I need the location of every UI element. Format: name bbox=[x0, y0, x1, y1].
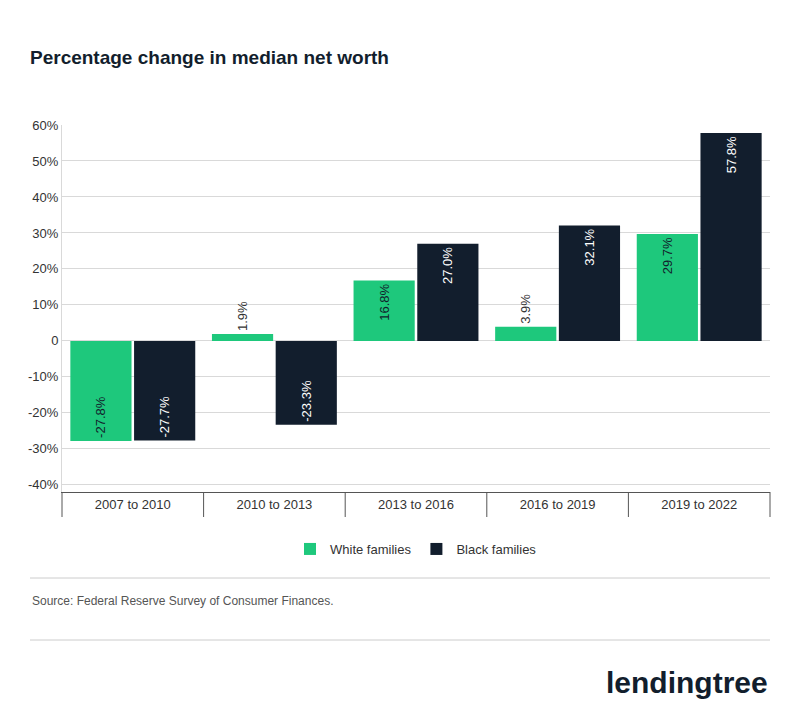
svg-text:1.9%: 1.9% bbox=[235, 301, 250, 331]
svg-text:40%: 40% bbox=[32, 190, 58, 205]
svg-text:0: 0 bbox=[51, 333, 58, 348]
svg-text:10%: 10% bbox=[32, 297, 58, 312]
svg-text:Black families: Black families bbox=[456, 542, 536, 557]
svg-text:50%: 50% bbox=[32, 154, 58, 169]
svg-text:32.1%: 32.1% bbox=[582, 228, 597, 265]
svg-text:-20%: -20% bbox=[28, 405, 59, 420]
svg-text:White families: White families bbox=[330, 542, 411, 557]
svg-text:16.8%: 16.8% bbox=[377, 283, 392, 320]
svg-text:Percentage change in median ne: Percentage change in median net worth bbox=[30, 47, 389, 68]
svg-text:57.8%: 57.8% bbox=[724, 136, 739, 173]
svg-text:27.0%: 27.0% bbox=[440, 247, 455, 284]
svg-text:2019 to 2022: 2019 to 2022 bbox=[661, 497, 737, 512]
svg-text:-27.7%: -27.7% bbox=[157, 396, 172, 438]
svg-text:2016 to 2019: 2016 to 2019 bbox=[520, 497, 596, 512]
svg-text:2007 to 2010: 2007 to 2010 bbox=[95, 497, 171, 512]
svg-text:3.9%: 3.9% bbox=[518, 294, 533, 324]
svg-text:-10%: -10% bbox=[28, 369, 59, 384]
svg-text:-27.8%: -27.8% bbox=[93, 396, 108, 438]
svg-text:-40%: -40% bbox=[28, 477, 59, 492]
svg-text:20%: 20% bbox=[32, 261, 58, 276]
svg-text:2013 to 2016: 2013 to 2016 bbox=[378, 497, 454, 512]
svg-text:-30%: -30% bbox=[28, 441, 59, 456]
svg-text:-23.3%: -23.3% bbox=[299, 380, 314, 422]
svg-text:lendingtree: lendingtree bbox=[606, 666, 768, 699]
svg-text:60%: 60% bbox=[32, 118, 58, 133]
svg-text:29.7%: 29.7% bbox=[660, 237, 675, 274]
svg-text:Source: Federal Reserve Survey: Source: Federal Reserve Survey of Consum… bbox=[32, 594, 333, 608]
svg-text:30%: 30% bbox=[32, 225, 58, 240]
svg-text:2010 to 2013: 2010 to 2013 bbox=[236, 497, 312, 512]
